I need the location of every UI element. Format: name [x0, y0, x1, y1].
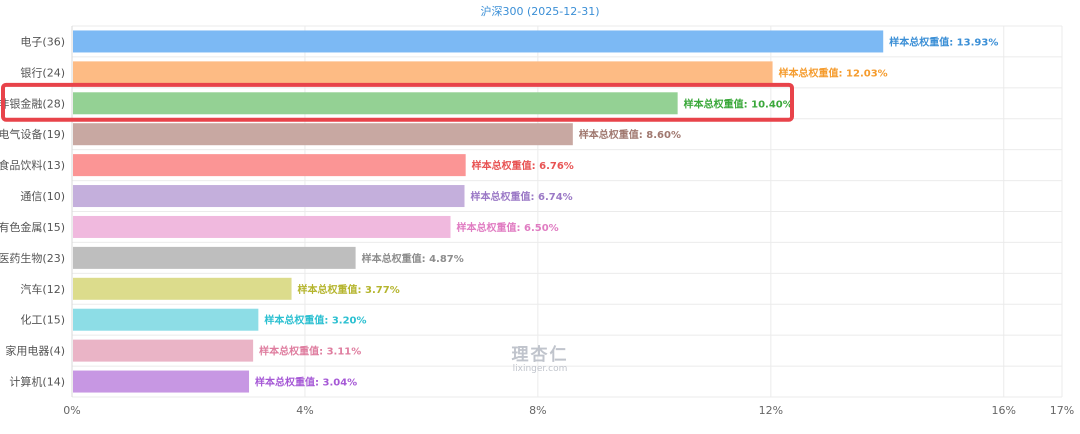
- data-label: 样本总权重值: 3.11%: [259, 345, 361, 358]
- category-label: 非银金融(28): [0, 96, 65, 110]
- category-label: 通信(10): [20, 190, 65, 203]
- data-label: 样本总权重值: 6.76%: [472, 159, 574, 172]
- bar[interactable]: [73, 370, 250, 393]
- x-tick-label: 4%: [296, 404, 313, 417]
- bar[interactable]: [73, 246, 356, 269]
- bar[interactable]: [73, 185, 465, 208]
- highlight-box: [1, 82, 794, 122]
- labels-layer: 电子(36) 样本总权重值: 13.93% 银行(24) 样本总权重值: 12.03%…: [0, 35, 998, 388]
- data-label: 样本总权重值: 12.03%: [779, 66, 888, 79]
- x-tick-label: 8%: [529, 404, 546, 417]
- category-label: 汽车(12): [20, 282, 65, 296]
- data-label: 样本总权重值: 6.74%: [471, 190, 573, 203]
- category-label: 化工(15): [20, 313, 65, 327]
- bar[interactable]: [73, 123, 573, 146]
- axis-layer: 0% 4% 8% 12% 16% 17%: [63, 26, 1074, 417]
- data-label: 样本总权重值: 8.60%: [579, 128, 681, 141]
- data-label: 样本总权重值: 10.40%: [684, 97, 793, 110]
- x-tick-label: 17%: [1050, 404, 1074, 417]
- category-label: 电子(36): [20, 35, 65, 48]
- category-label: 食品饮料(13): [0, 158, 65, 172]
- category-label: 医药生物(23): [0, 251, 65, 265]
- data-label: 样本总权重值: 6.50%: [457, 221, 559, 234]
- data-label: 样本总权重值: 4.87%: [362, 252, 464, 265]
- bar[interactable]: [73, 308, 259, 331]
- bar[interactable]: [73, 215, 451, 238]
- category-label: 银行(24): [20, 65, 65, 79]
- bar[interactable]: [73, 277, 292, 300]
- data-label: 样本总权重值: 3.77%: [298, 283, 400, 296]
- x-tick-label: 0%: [63, 404, 80, 417]
- bar[interactable]: [73, 92, 678, 115]
- category-label: 有色金属(15): [0, 220, 65, 234]
- data-label: 样本总权重值: 3.04%: [255, 376, 357, 389]
- chart-title: 沪深300 (2025-12-31): [480, 4, 599, 18]
- highlight-layer: [1, 82, 794, 122]
- watermark-logo-text: 理杏仁: [512, 344, 569, 365]
- bars-layer: [73, 30, 884, 393]
- category-label: 电气设备(19): [0, 127, 65, 141]
- watermark: 理杏仁 lixinger.com: [512, 344, 569, 374]
- data-label: 样本总权重值: 13.93%: [889, 35, 998, 48]
- bar[interactable]: [73, 61, 773, 84]
- bar[interactable]: [73, 339, 254, 362]
- bar[interactable]: [73, 30, 884, 53]
- watermark-url: lixinger.com: [513, 364, 568, 374]
- data-label: 样本总权重值: 3.20%: [264, 314, 366, 327]
- bar[interactable]: [73, 154, 466, 177]
- x-tick-label: 16%: [992, 404, 1016, 417]
- category-label: 计算机(14): [9, 375, 65, 389]
- category-label: 家用电器(4): [5, 344, 65, 358]
- x-tick-label: 12%: [759, 404, 783, 417]
